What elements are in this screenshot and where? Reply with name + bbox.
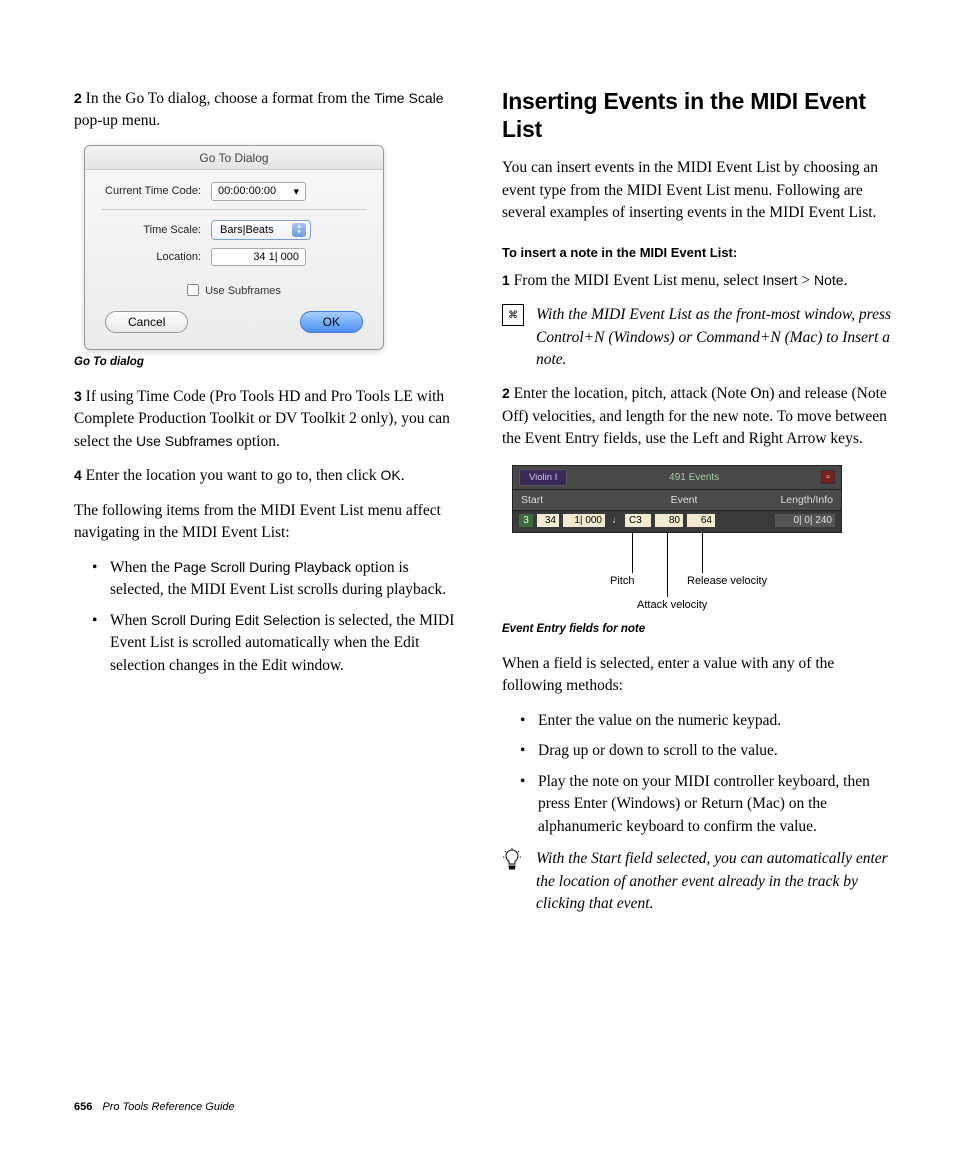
note-icon: ♩ [609,514,621,527]
bullet-page-scroll: When the Page Scroll During Playback opt… [110,557,464,602]
right-step-2: 2 Enter the location, pitch, attack (Not… [502,383,892,450]
goto-dialog-title: Go To Dialog [85,146,383,170]
goto-dialog-window: Go To Dialog Current Time Code: 00:00:00… [84,145,384,350]
step-3: 3 If using Time Code (Pro Tools HD and P… [74,386,464,453]
shortcut-tip: ⌘ With the MIDI Event List as the front-… [502,304,892,371]
start-field-tip-text: With the Start field selected, you can a… [536,848,892,915]
section-heading: Inserting Events in the MIDI Event List [502,88,892,143]
book-title: Pro Tools Reference Guide [102,1101,234,1113]
col-event: Event [625,494,743,506]
bullet-keypad: Enter the value on the numeric keypad. [538,710,892,732]
goto-dialog-figure: Go To Dialog Current Time Code: 00:00:00… [84,145,464,350]
nav-intro: The following items from the MIDI Event … [74,500,464,545]
methods-intro: When a field is selected, enter a value … [502,653,892,698]
goto-caption: Go To dialog [74,356,464,368]
pitch-field[interactable]: C3 [625,514,651,527]
col-length: Length/Info [743,494,833,506]
timecode-label: Current Time Code: [101,185,211,197]
midi-header: Violin I 491 Events ▫ [513,466,841,490]
goto-dialog-body: Current Time Code: 00:00:00:00 ▾ Time Sc… [85,170,383,349]
timecode-field[interactable]: 00:00:00:00 ▾ [211,182,306,201]
midi-legend: Pitch Release velocity Attack velocity [512,533,842,623]
step-4: 4 Enter the location you want to go to, … [74,465,464,487]
subframes-checkbox[interactable] [187,284,199,296]
midi-figure: Violin I 491 Events ▫ Start Event Length… [512,465,892,623]
select-arrows-icon: ▴▾ [292,223,306,237]
midi-column-headers: Start Event Length/Info [513,490,841,511]
length-field[interactable]: 0| 0| 240 [775,514,835,527]
midi-event-list-window: Violin I 491 Events ▫ Start Event Length… [512,465,842,533]
location-field[interactable]: 34 1| 000 [211,248,306,266]
close-icon[interactable]: ▫ [821,470,835,484]
start-bar-field[interactable]: 3 [519,514,533,527]
right-step-1: 1 From the MIDI Event List menu, select … [502,270,892,292]
methods-bullets: Enter the value on the numeric keypad. D… [502,710,892,838]
release-velocity-field[interactable]: 64 [687,514,715,527]
start-tick-field[interactable]: 1| 000 [563,514,605,527]
ok-button[interactable]: OK [300,311,363,333]
midi-event-count: 491 Events [567,472,821,483]
attack-velocity-field[interactable]: 80 [655,514,683,527]
lightbulb-icon [502,848,524,915]
footer: 656 Pro Tools Reference Guide [74,1101,235,1113]
start-beat-field[interactable]: 34 [537,514,559,527]
shortcut-tip-text: With the MIDI Event List as the front-mo… [536,304,892,371]
nav-bullets: When the Page Scroll During Playback opt… [74,557,464,677]
step-2-num: 2 [74,90,82,106]
midi-entry-row: 3 34 1| 000 ♩ C3 80 64 0| 0| 240 [513,511,841,532]
subframes-label: Use Subframes [205,285,281,297]
legend-release: Release velocity [687,575,767,587]
location-label: Location: [101,251,211,263]
cancel-button[interactable]: Cancel [105,311,188,333]
intro-paragraph: You can insert events in the MIDI Event … [502,157,892,224]
bullet-scroll-edit: When Scroll During Edit Selection is sel… [110,610,464,677]
timescale-label: Time Scale: [101,224,211,236]
midi-caption: Event Entry fields for note [502,623,892,635]
insert-note-subhead: To insert a note in the MIDI Event List: [502,245,892,260]
col-start: Start [521,494,625,506]
shortcut-icon: ⌘ [502,304,524,326]
midi-track-name[interactable]: Violin I [519,469,567,486]
start-field-tip: With the Start field selected, you can a… [502,848,892,915]
bullet-midi-controller: Play the note on your MIDI controller ke… [538,771,892,838]
dropdown-arrow-icon[interactable]: ▾ [293,185,299,198]
subframes-row: Use Subframes [101,284,367,297]
timescale-select[interactable]: Bars|Beats ▴▾ [211,220,311,240]
legend-pitch: Pitch [610,575,634,587]
legend-attack: Attack velocity [637,599,707,611]
bullet-drag: Drag up or down to scroll to the value. [538,740,892,762]
page-number: 656 [74,1101,92,1113]
step-2: 2 In the Go To dialog, choose a format f… [74,88,464,133]
